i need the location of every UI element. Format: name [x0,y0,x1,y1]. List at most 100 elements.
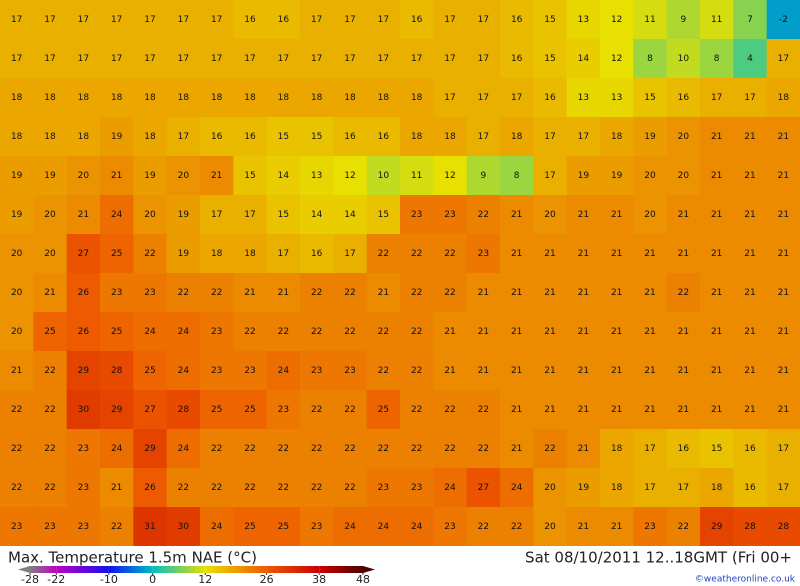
temperature-value: 15 [544,54,555,64]
temperature-cell [266,312,301,352]
temperature-cell [700,156,734,196]
colorbar-arrow-right [363,566,375,573]
temperature-cell [766,390,800,430]
temperature-value: 21 [611,327,622,337]
temperature-cell [566,390,601,430]
temperature-value: 17 [478,93,489,103]
temperature-value: 16 [311,249,323,259]
temperature-cell [633,507,668,547]
temperature-cell [400,312,434,352]
temperature-cell [633,195,668,235]
temperature-value: 17 [44,54,55,64]
temperature-value: 17 [511,93,522,103]
temperature-value: 21 [711,405,722,415]
temperature-value: 21 [778,210,789,220]
temperature-value: 15 [278,132,289,142]
temperature-cell [533,195,568,235]
temperature-value: 27 [78,249,89,259]
temperature-value: 17 [178,132,189,142]
temperature-value: 17 [244,54,255,64]
temperature-cell [66,195,101,235]
temperature-value: 12 [344,171,355,181]
temperature-value: 24 [178,327,190,337]
temperature-value: 14 [344,210,356,220]
temperature-value: 21 [578,405,589,415]
colorbar-label: 12 [198,573,212,586]
temperature-value: 17 [644,444,655,454]
temperature-value: 21 [778,366,789,376]
temperature-value: 13 [578,15,589,25]
temperature-cell [766,468,800,508]
temperature-value: 17 [11,15,22,25]
temperature-cell [366,312,401,352]
temperature-cell [500,195,534,235]
temperature-value: 21 [478,366,489,376]
temperature-cell [200,156,234,196]
temperature-value: 22 [344,444,355,454]
temperature-cell [633,351,668,391]
temperature-value: 25 [144,366,155,376]
temperature-value: 17 [778,54,789,64]
temperature-value: 19 [111,132,123,142]
temperature-cell [666,0,701,40]
temperature-cell [600,429,634,469]
temperature-value: 22 [344,288,355,298]
temperature-value: 22 [111,522,122,532]
temperature-cell [766,507,800,547]
temperature-cell [233,390,268,430]
temperature-value: 22 [411,444,422,454]
temperature-value: 22 [444,405,455,415]
temperature-cell [500,39,534,79]
temperature-value: 22 [211,444,222,454]
temperature-value: 21 [778,405,789,415]
temperature-value: 21 [511,366,522,376]
colorbar-segment [205,566,267,573]
temperature-cell [66,273,101,313]
temperature-value: 22 [444,444,455,454]
temperature-cell [700,390,734,430]
temperature-value: 18 [11,132,23,142]
temperature-value: 21 [444,327,455,337]
temperature-value: 17 [478,15,489,25]
temperature-value: 29 [711,522,723,532]
temperature-cell [0,39,34,79]
temperature-cell [33,507,68,547]
temperature-value: 18 [78,132,90,142]
temperature-value: 19 [178,210,190,220]
temperature-value: 22 [278,327,289,337]
temperature-cell [600,195,634,235]
temperature-cell [166,273,201,313]
temperature-value: 18 [211,249,223,259]
temperature-value: 17 [478,54,489,64]
temperature-value: 22 [178,288,189,298]
temperature-cell [300,507,334,547]
temperature-value: 17 [211,54,222,64]
temperature-value: 26 [78,327,90,337]
credit: ©weatheronline.co.uk [695,575,796,585]
temperature-cell [133,156,168,196]
temperature-value: 28 [111,366,123,376]
temperature-cell [33,273,68,313]
temperature-value: 16 [511,15,523,25]
temperature-cell [700,273,734,313]
temperature-cell [533,117,568,157]
temperature-value: 18 [611,444,623,454]
temperature-cell [166,351,201,391]
temperature-cell [600,312,634,352]
temperature-value: 22 [344,327,355,337]
temperature-value: 21 [444,366,455,376]
colorbar-label: -22 [47,573,65,586]
temperature-value: 21 [678,249,689,259]
temperature-value: 16 [511,54,523,64]
temperature-cell [300,468,334,508]
temperature-cell [466,156,501,196]
temperature-value: 22 [411,327,422,337]
temperature-value: 21 [644,249,655,259]
temperature-cell [466,312,501,352]
temperature-cell [266,117,301,157]
temperature-cell [333,117,368,157]
temperature-value: 21 [744,210,755,220]
temperature-value: 10 [678,54,690,64]
temperature-value: 22 [344,405,355,415]
temperature-value: 17 [244,210,255,220]
